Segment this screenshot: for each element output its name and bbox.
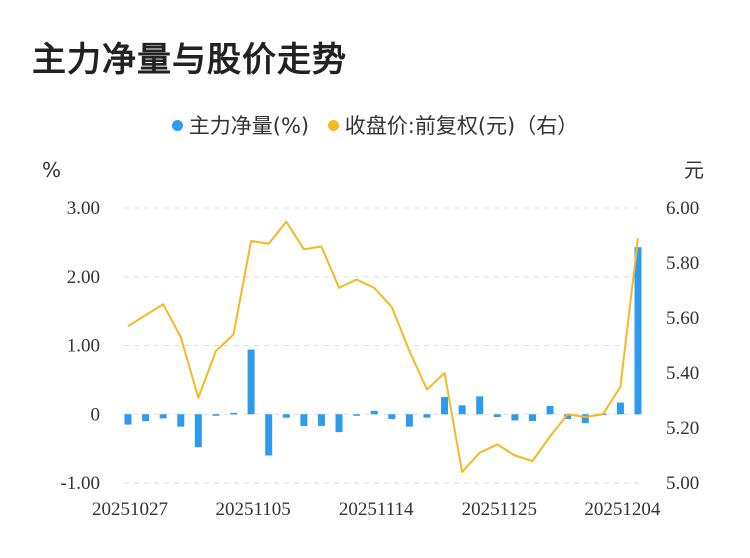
bar-net-volume [230,412,238,415]
bar-net-volume [142,414,150,422]
legend: 主力净量(%) 收盘价:前复权(元)（右） [0,110,750,140]
bar-series [124,247,642,456]
bar-net-volume [423,414,431,418]
bar-net-volume [177,414,185,427]
legend-item-close-price[interactable]: 收盘价:前复权(元)（右） [327,110,579,140]
bar-net-volume [212,414,220,416]
bar-net-volume [159,414,167,419]
bar-net-volume [581,414,589,424]
right-tick-label: 5.80 [666,253,699,274]
left-tick-label: 1.00 [67,336,100,357]
left-tick-label: 2.00 [67,267,100,288]
bar-net-volume [441,397,449,415]
left-tick-label: -1.00 [60,473,100,494]
bar-net-volume [634,247,642,415]
bar-net-volume [247,349,255,415]
x-tick-label: 20251204 [584,499,661,520]
bar-net-volume [370,410,378,415]
bar-net-volume [265,414,273,456]
x-tick-label: 20251027 [92,499,168,520]
left-tick-label: 0 [91,404,101,425]
legend-dot-orange [327,119,339,131]
bar-net-volume [405,414,413,427]
legend-dot-blue [171,119,183,131]
left-unit-label: % [42,158,61,182]
right-unit-label: 元 [684,158,704,182]
bar-net-volume [476,396,484,415]
bar-net-volume [282,414,290,418]
right-tick-label: 5.20 [666,418,699,439]
bar-net-volume [124,414,132,425]
right-tick-label: 5.60 [666,308,699,329]
bar-net-volume [511,414,519,421]
line-close-price [127,220,639,473]
bar-net-volume [458,405,466,415]
right-tick-label: 5.00 [666,473,699,494]
legend-item-net-volume[interactable]: 主力净量(%) [171,110,310,140]
bar-net-volume [528,414,536,422]
grid-lines [124,207,642,484]
right-tick-label: 5.40 [666,363,699,384]
legend-label-close-price: 收盘价:前复权(元)（右） [344,114,579,138]
bar-net-volume [335,414,343,433]
bar-net-volume [388,414,396,420]
x-tick-label: 20251114 [339,499,414,520]
bar-net-volume [546,406,554,415]
bar-net-volume [616,402,624,415]
x-tick-label: 20251105 [215,499,290,520]
bar-net-volume [317,414,325,426]
right-tick-label: 6.00 [666,198,699,219]
bar-net-volume [353,414,361,416]
bar-net-volume [564,414,572,420]
left-tick-label: 3.00 [67,198,100,219]
legend-label-net-volume: 主力净量(%) [188,114,310,138]
axes: 3.00 2.00 1.00 0 -1.00 6.00 5.80 5.60 5.40 5.20 5.… [42,158,704,520]
chart-title: 主力净量与股价走势 [32,40,347,80]
x-tick-label: 20251125 [462,499,537,520]
bar-net-volume [194,414,202,448]
line-series [127,220,639,473]
bar-net-volume [493,414,501,417]
bar-net-volume [300,414,308,426]
